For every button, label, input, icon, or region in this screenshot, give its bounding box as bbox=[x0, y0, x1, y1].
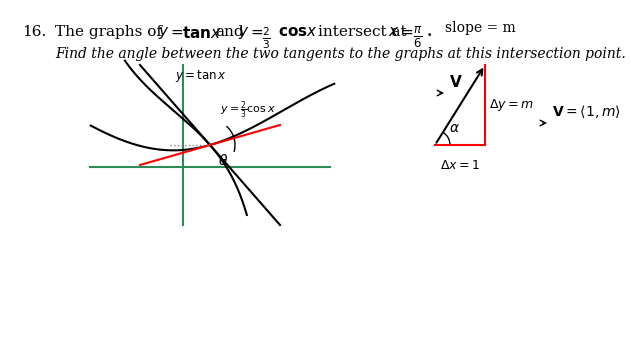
Text: $\mathbf{V}$: $\mathbf{V}$ bbox=[449, 74, 463, 90]
Text: and: and bbox=[215, 25, 244, 39]
Text: $\mathit{y}$: $\mathit{y}$ bbox=[158, 25, 170, 41]
Text: $\frac{2}{3}$: $\frac{2}{3}$ bbox=[262, 25, 271, 50]
Text: .: . bbox=[427, 25, 432, 39]
Text: $\theta$: $\theta$ bbox=[218, 153, 228, 168]
Text: $\Delta x = 1$: $\Delta x = 1$ bbox=[440, 159, 480, 172]
Text: $\mathit{x}$: $\mathit{x}$ bbox=[388, 25, 399, 39]
Text: $\mathbf{tan}\mathit{x}$: $\mathbf{tan}\mathit{x}$ bbox=[182, 25, 221, 41]
Text: intersect at: intersect at bbox=[318, 25, 406, 39]
Text: $\mathbf{V} = \langle 1,m \rangle$: $\mathbf{V} = \langle 1,m \rangle$ bbox=[552, 103, 621, 120]
Text: The graphs of: The graphs of bbox=[55, 25, 162, 39]
Text: $=$: $=$ bbox=[168, 25, 184, 39]
Text: $=$: $=$ bbox=[398, 25, 414, 39]
Text: $\frac{\pi}{6}$: $\frac{\pi}{6}$ bbox=[413, 25, 422, 50]
Text: slope = m: slope = m bbox=[445, 21, 516, 35]
Text: $y = \frac{2}{3}\cos x$: $y = \frac{2}{3}\cos x$ bbox=[220, 100, 276, 121]
Text: $y = \tan x$: $y = \tan x$ bbox=[175, 68, 227, 84]
Text: $\mathbf{cos}\mathit{x}$: $\mathbf{cos}\mathit{x}$ bbox=[278, 25, 318, 39]
Text: $=$: $=$ bbox=[248, 25, 264, 39]
Text: $\mathit{y}$: $\mathit{y}$ bbox=[238, 25, 250, 41]
Text: Find the angle between the two tangents to the graphs at this intersection point: Find the angle between the two tangents … bbox=[55, 47, 626, 61]
Text: $\Delta y = m$: $\Delta y = m$ bbox=[489, 97, 534, 113]
Text: 16.: 16. bbox=[22, 25, 46, 39]
Text: $\alpha$: $\alpha$ bbox=[449, 121, 460, 135]
